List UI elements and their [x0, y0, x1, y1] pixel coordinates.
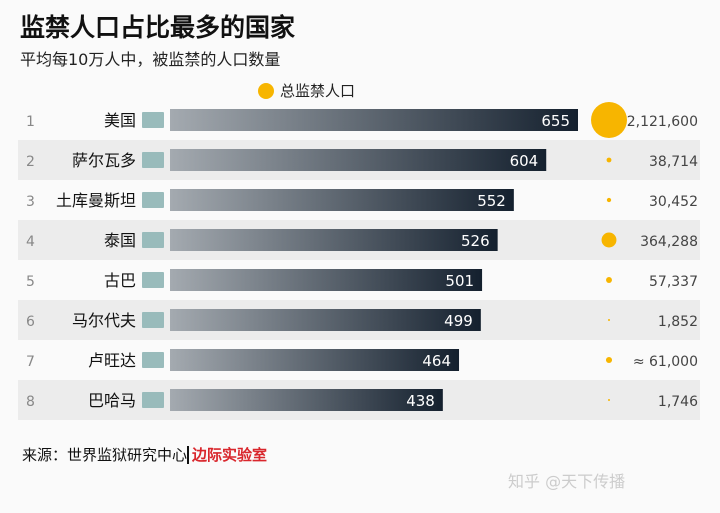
- total-dot: [605, 356, 613, 364]
- flag-icon: [142, 232, 164, 248]
- flag-icon: [142, 392, 164, 408]
- total-dot: [601, 232, 617, 248]
- total-dot: [606, 157, 612, 163]
- bar-value-label: 526: [461, 232, 490, 250]
- total-label: 1,746: [658, 394, 698, 410]
- bar: [170, 309, 481, 331]
- rank-label: 5: [26, 274, 35, 290]
- bar: [170, 389, 443, 411]
- source-label: 来源：世界监狱研究中心: [22, 446, 188, 464]
- flag-icon: [142, 272, 164, 288]
- bar-value-label: 501: [445, 272, 474, 290]
- bar-value-label: 552: [477, 192, 506, 210]
- country-label: 萨尔瓦多: [72, 151, 136, 170]
- total-label: 1,852: [658, 314, 698, 330]
- flag-icon: [142, 192, 164, 208]
- flag-icon: [142, 312, 164, 328]
- rank-label: 8: [26, 394, 35, 410]
- bar-value-label: 604: [510, 152, 539, 170]
- country-label: 泰国: [104, 231, 136, 250]
- legend: 总监禁人口: [258, 80, 355, 101]
- flag-icon: [142, 112, 164, 128]
- total-label: 30,452: [649, 194, 698, 210]
- bar: [170, 109, 578, 131]
- flag-icon: [142, 352, 164, 368]
- country-label: 卢旺达: [88, 351, 136, 370]
- country-label: 马尔代夫: [72, 311, 136, 330]
- rank-label: 4: [26, 234, 35, 250]
- total-label: 38,714: [649, 154, 698, 170]
- country-label: 美国: [104, 111, 136, 130]
- total-dot: [591, 102, 627, 138]
- legend-dot-icon: [258, 82, 274, 99]
- country-label: 古巴: [104, 271, 136, 290]
- rank-label: 7: [26, 354, 35, 370]
- bar: [170, 269, 483, 291]
- bar-value-label: 438: [406, 392, 435, 410]
- brand-label: 边际实验室: [187, 446, 268, 464]
- country-label: 巴哈马: [88, 391, 136, 410]
- bar-value-label: 655: [541, 112, 570, 130]
- bar: [170, 229, 498, 251]
- total-label: 57,337: [649, 274, 698, 290]
- legend-label: 总监禁人口: [280, 82, 356, 100]
- source: 来源：世界监狱研究中心 边际实验室: [22, 444, 268, 465]
- total-dot: [608, 319, 610, 321]
- rank-label: 2: [26, 154, 35, 170]
- bar: [170, 189, 514, 211]
- total-dot: [606, 277, 612, 283]
- rank-label: 1: [26, 114, 35, 130]
- total-label: 364,288: [640, 234, 698, 250]
- chart-title: 监禁人口占比最多的国家: [20, 13, 296, 42]
- flag-icon: [142, 152, 164, 168]
- total-dot: [608, 399, 610, 401]
- total-dot: [606, 197, 612, 203]
- rank-label: 6: [26, 314, 35, 330]
- watermark: 知乎 @天下传播: [508, 472, 626, 491]
- rank-label: 3: [26, 194, 35, 210]
- bar-value-label: 464: [422, 352, 451, 370]
- country-label: 土库曼斯坦: [56, 191, 136, 210]
- bar: [170, 149, 547, 171]
- total-label: ≈ 61,000: [633, 354, 698, 370]
- bar: [170, 349, 460, 371]
- total-label: 2,121,600: [627, 114, 698, 130]
- bar-value-label: 499: [444, 312, 473, 330]
- chart-subtitle: 平均每10万人中，被监禁的人口数量: [20, 50, 281, 69]
